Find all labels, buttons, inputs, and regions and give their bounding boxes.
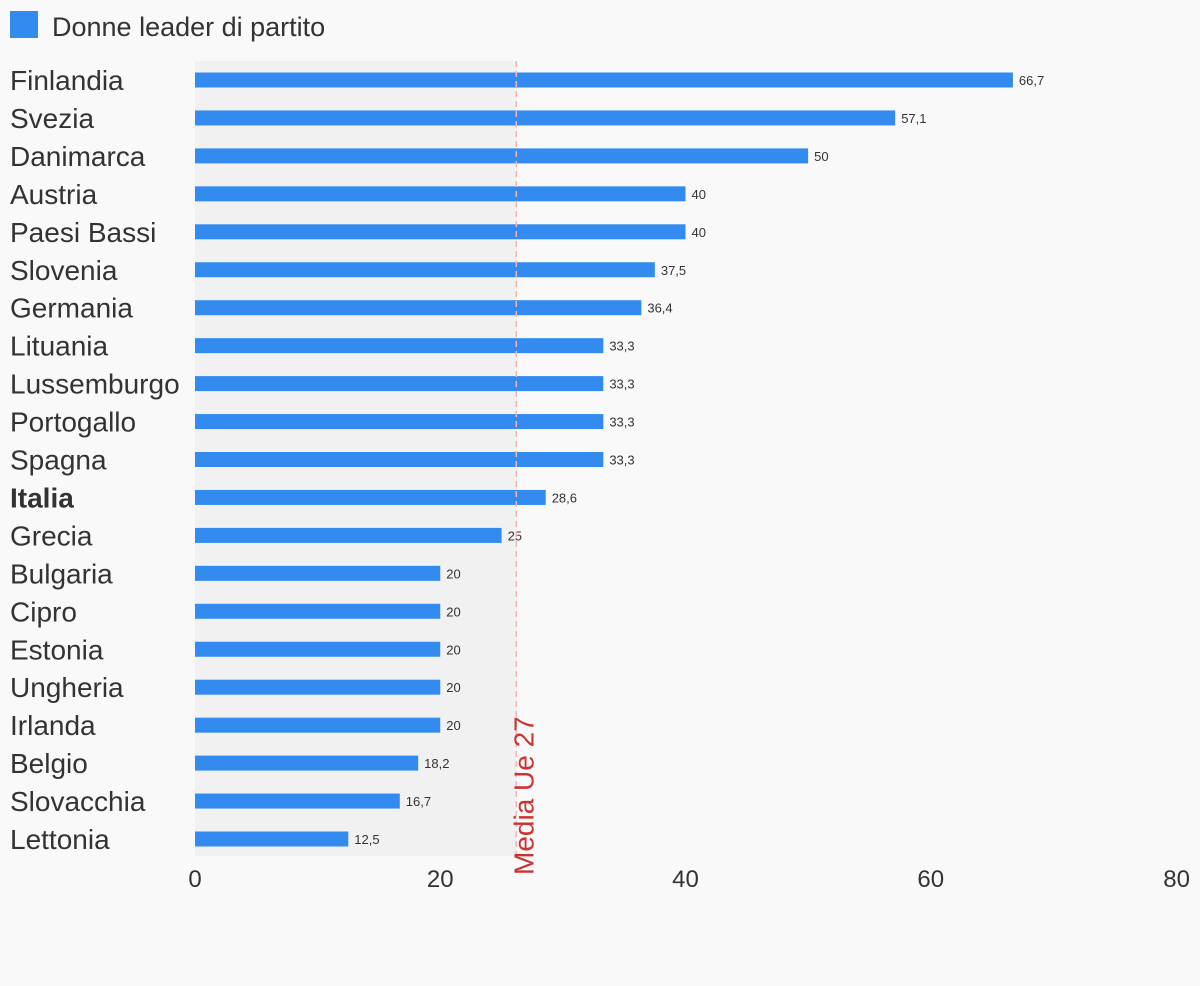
value-label: 20 bbox=[446, 680, 460, 695]
category-label: Slovenia bbox=[10, 255, 118, 286]
category-label: Finlandia bbox=[10, 65, 124, 96]
value-label: 20 bbox=[446, 718, 460, 733]
bar bbox=[195, 603, 441, 619]
value-label: 37,5 bbox=[661, 263, 686, 278]
value-label: 33,3 bbox=[609, 453, 634, 468]
legend-label: Donne leader di partito bbox=[52, 11, 326, 42]
bar bbox=[195, 224, 686, 240]
bar bbox=[195, 452, 604, 467]
category-label: Irlanda bbox=[10, 710, 96, 741]
value-label: 25 bbox=[508, 528, 522, 543]
value-label: 50 bbox=[814, 149, 828, 164]
value-label: 20 bbox=[446, 642, 460, 657]
reference-line-label: Media Ue 27 bbox=[508, 716, 539, 875]
x-tick-label: 0 bbox=[188, 866, 201, 893]
value-label: 40 bbox=[692, 187, 706, 202]
value-label: 33,3 bbox=[609, 415, 634, 430]
category-label: Lituania bbox=[10, 331, 109, 362]
category-label: Portogallo bbox=[10, 407, 136, 438]
bar bbox=[195, 72, 1013, 88]
bar bbox=[195, 186, 686, 202]
value-label: 16,7 bbox=[406, 794, 431, 809]
category-label: Germania bbox=[10, 293, 133, 324]
bar bbox=[195, 641, 441, 657]
legend-swatch bbox=[10, 10, 38, 38]
category-label: Austria bbox=[10, 179, 98, 210]
bar bbox=[195, 755, 419, 771]
category-label: Belgio bbox=[10, 748, 88, 779]
x-tick-label: 60 bbox=[917, 866, 944, 893]
bar bbox=[195, 565, 441, 581]
value-label: 20 bbox=[446, 566, 460, 581]
value-label: 36,4 bbox=[647, 301, 672, 316]
value-label: 12,5 bbox=[354, 832, 379, 847]
value-label: 28,6 bbox=[552, 490, 577, 505]
legend: Donne leader di partito bbox=[10, 10, 325, 44]
bar bbox=[195, 262, 655, 278]
x-tick-label: 80 bbox=[1163, 866, 1190, 893]
value-label: 57,1 bbox=[901, 111, 926, 126]
value-label: 33,3 bbox=[609, 339, 634, 354]
bar bbox=[195, 717, 441, 733]
bar bbox=[195, 527, 502, 543]
category-label: Lettonia bbox=[10, 824, 110, 855]
value-label: 40 bbox=[692, 225, 706, 240]
bar bbox=[195, 414, 604, 430]
bar bbox=[195, 300, 642, 316]
category-label: Paesi Bassi bbox=[10, 217, 156, 248]
value-label: 18,2 bbox=[424, 756, 449, 771]
bar bbox=[195, 831, 349, 847]
bar bbox=[195, 148, 809, 164]
category-label: Slovacchia bbox=[10, 786, 146, 817]
category-label: Bulgaria bbox=[10, 558, 113, 589]
category-label: Danimarca bbox=[10, 141, 146, 172]
category-label: Spagna bbox=[10, 445, 107, 476]
category-label: Ungheria bbox=[10, 672, 124, 703]
x-tick-label: 40 bbox=[672, 866, 699, 893]
value-label: 66,7 bbox=[1019, 73, 1044, 88]
bar bbox=[195, 489, 546, 505]
bar bbox=[195, 110, 896, 126]
bar bbox=[195, 338, 604, 354]
category-label: Lussemburgo bbox=[10, 369, 180, 400]
category-label: Cipro bbox=[10, 596, 77, 627]
category-label: Italia bbox=[10, 482, 74, 513]
category-label: Svezia bbox=[10, 103, 94, 134]
category-label: Grecia bbox=[10, 520, 93, 551]
value-label: 33,3 bbox=[609, 377, 634, 392]
x-tick-label: 20 bbox=[427, 866, 454, 893]
bar bbox=[195, 793, 400, 809]
bar bbox=[195, 679, 441, 695]
category-label: Estonia bbox=[10, 634, 104, 665]
bar bbox=[195, 376, 604, 392]
value-label: 20 bbox=[446, 604, 460, 619]
